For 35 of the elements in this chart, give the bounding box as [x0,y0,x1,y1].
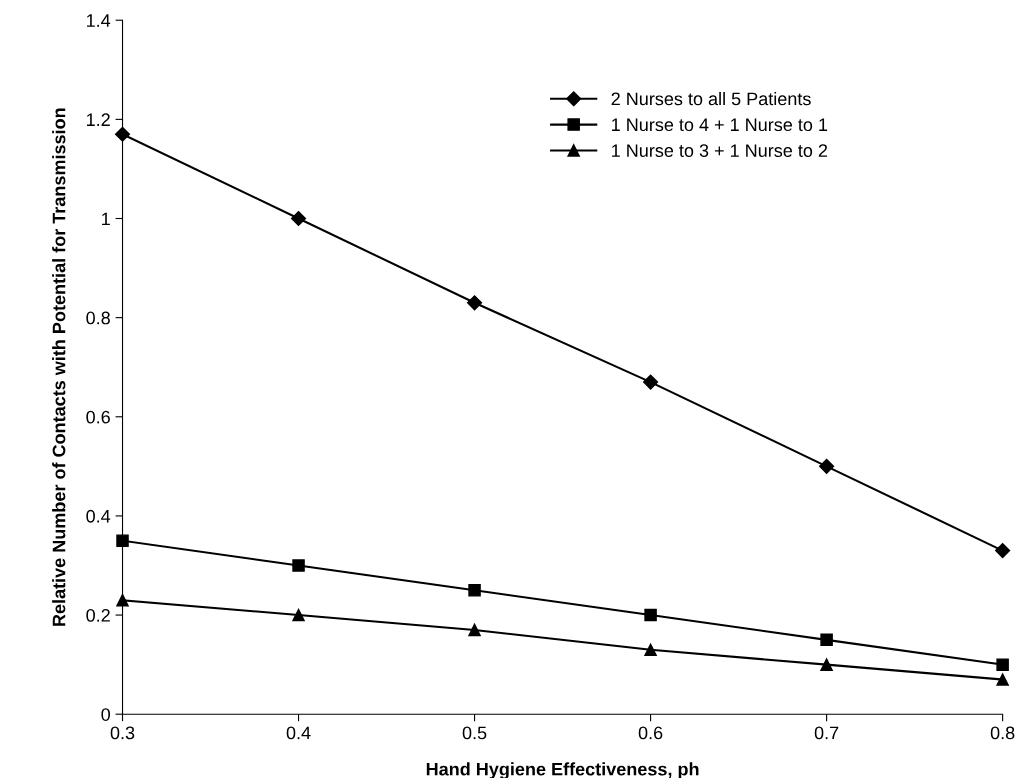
point [292,608,305,622]
x-tick-label: 0.7 [814,726,839,740]
x-tick-label: 0.5 [462,726,487,740]
point [468,584,481,597]
point [819,458,835,474]
point [116,534,129,547]
point [644,608,657,622]
y-tick-label: 0.6 [86,410,110,424]
point [644,643,657,657]
legend-label: 1 Nurse to 3 + 1 Nurse to 2 [612,144,828,157]
y-tick-label: 0.8 [86,311,110,325]
y-tick-label: 0.2 [86,609,110,622]
point [995,543,1011,559]
point [820,633,833,647]
x-tick-label: 0.4 [286,726,311,740]
y-tick-label: 1.2 [86,113,110,126]
point [114,126,131,142]
y-tick-label: 1 [102,212,110,226]
y-tick-label: 0.4 [86,509,111,523]
x-tick-label: 0.8 [990,726,1015,740]
y-axis-title: Relative Number of Contacts with Potential for Transmission [52,108,66,626]
point [996,658,1009,671]
y-tick-label: 0 [101,708,111,721]
point [292,559,305,572]
x-tick-label: 0.6 [638,726,663,740]
legend-label: 1 Nurse to 4 + 1 Nurse to 1 [612,118,828,132]
point [466,295,483,311]
point [468,623,481,637]
point [996,673,1009,686]
point [290,210,307,227]
y-tick-label: 1.4 [86,14,111,27]
legend-label: 2 Nurses to all 5 Patients [611,92,811,106]
point [643,374,659,390]
x-tick-label: 0.3 [110,726,135,740]
point [820,658,833,671]
